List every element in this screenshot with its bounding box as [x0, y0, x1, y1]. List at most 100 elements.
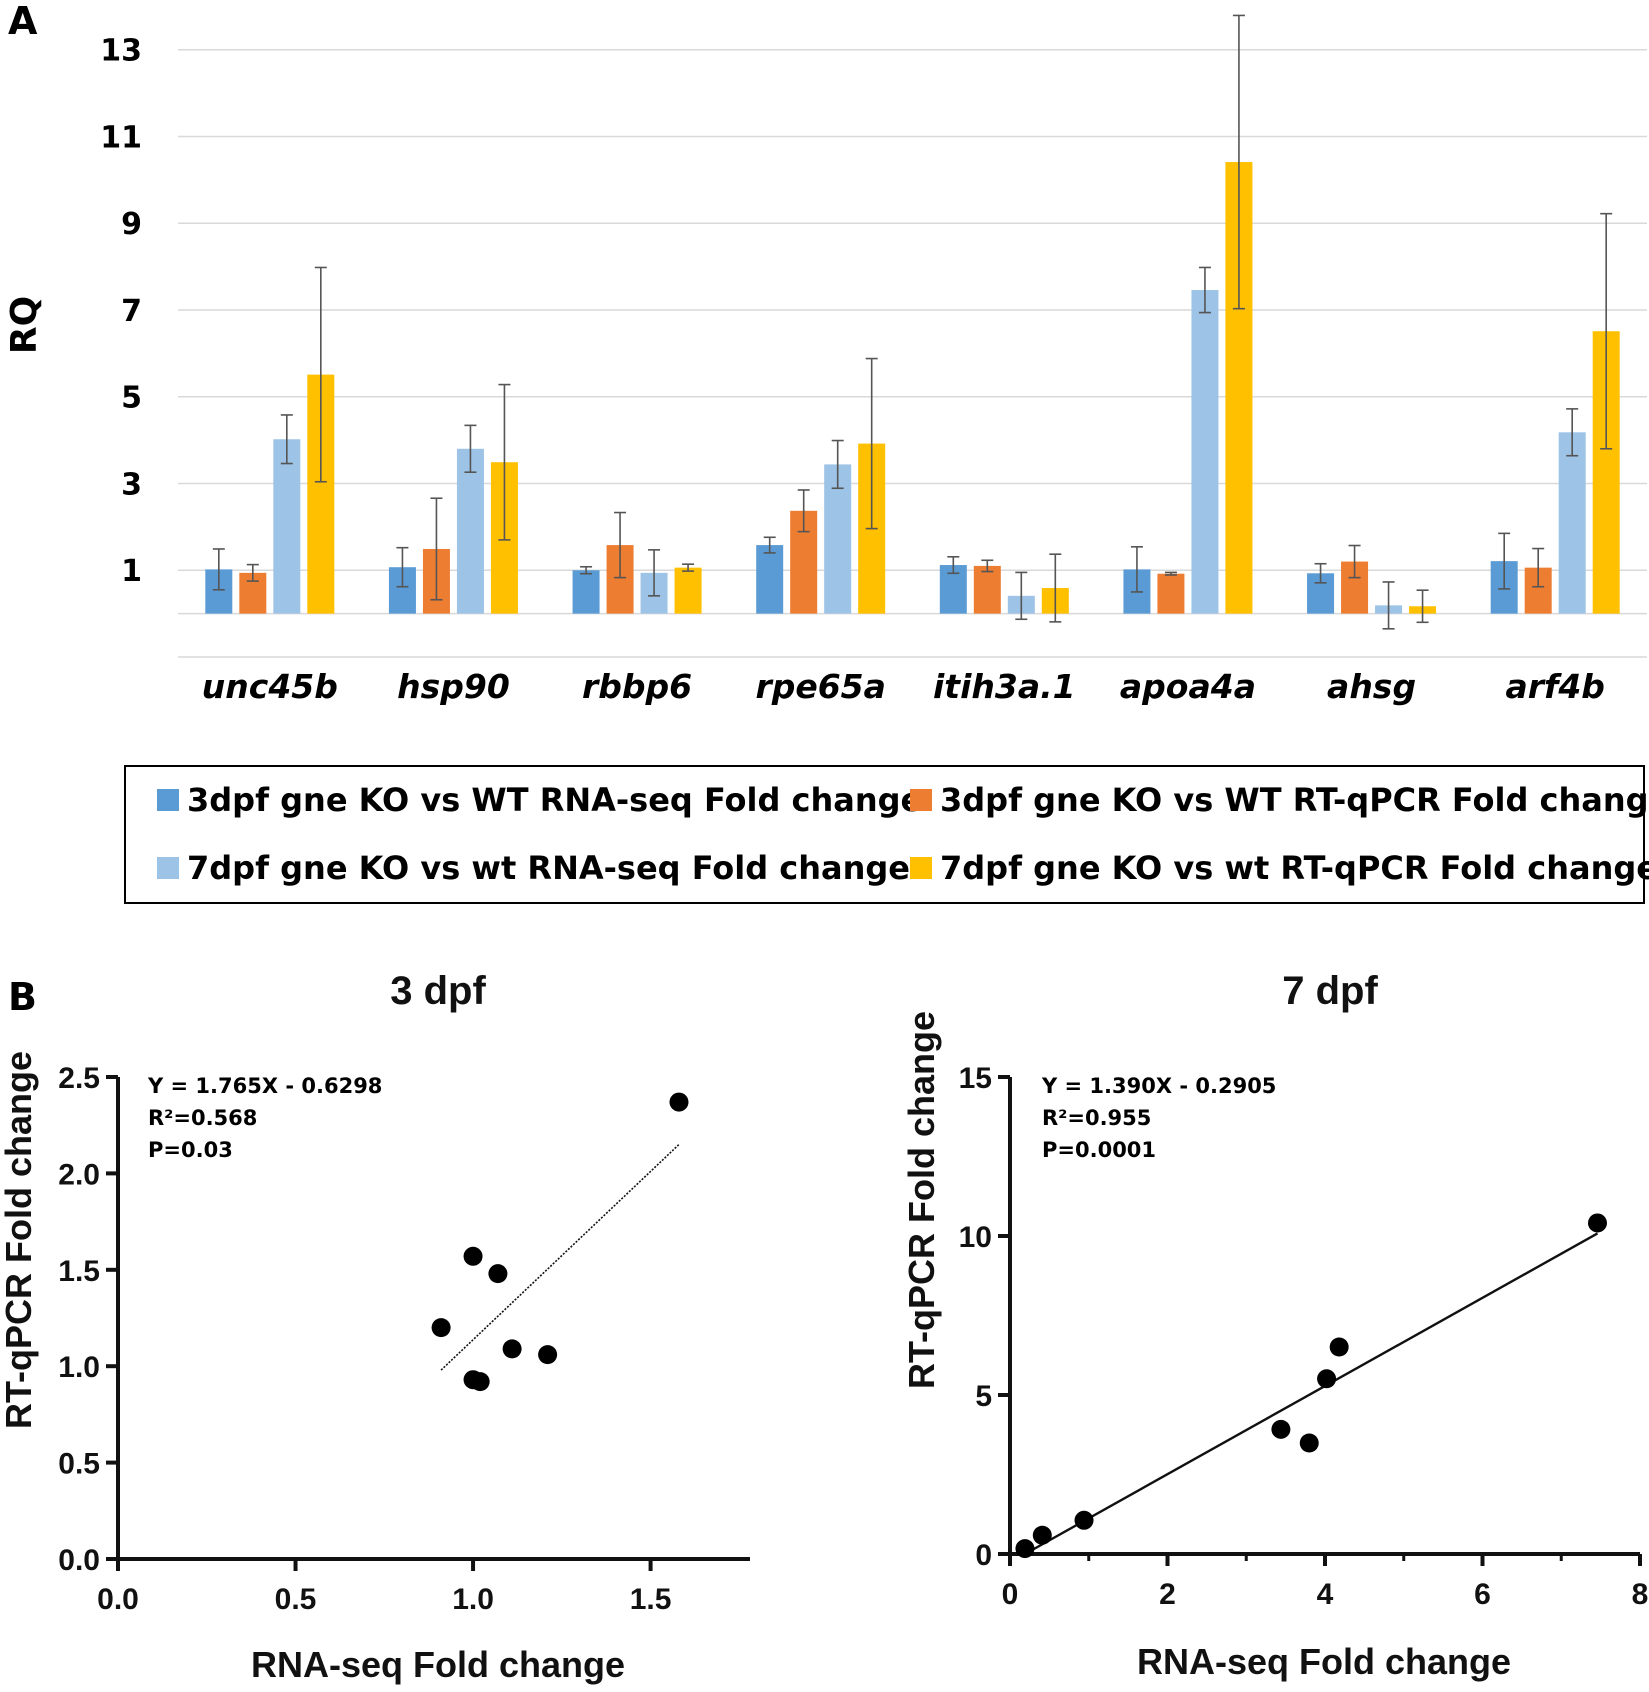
bar-chart-gridlines	[178, 48, 1647, 658]
scatter-3dpf-title: 3 dpf	[390, 969, 486, 1013]
error-bar-arf4b-3	[1566, 408, 1579, 457]
scatter-3dpf-xlabel: RNA-seq Fold change	[251, 1644, 625, 1685]
scatter-3dpf-axes: 0.0 0.5 1.0 1.5 0.0 0.5 1.0 1.5 2.0 2.5	[58, 1062, 750, 1616]
bar-rbbp6-1	[572, 570, 600, 614]
data-point	[1317, 1369, 1337, 1389]
ytick-label: 11	[100, 120, 142, 155]
error-bar-ahsg-3	[1382, 581, 1395, 630]
xtick-label-unc45b: unc45b	[202, 667, 338, 706]
data-point	[1299, 1433, 1319, 1453]
xtick-label-arf4b: arf4b	[1505, 667, 1604, 706]
data-point	[470, 1372, 490, 1392]
error-bar-arf4b-1	[1498, 532, 1511, 590]
scatter-7dpf-equation: Y = 1.390X - 0.2905	[1041, 1074, 1276, 1098]
data-point	[463, 1246, 483, 1266]
y-tick-label: 2.0	[58, 1158, 100, 1191]
error-bar-unc45b-4	[314, 266, 327, 483]
ytick-label: 3	[121, 467, 142, 502]
y-tick-label: 0.5	[58, 1448, 100, 1481]
x-tick-label: 4	[1317, 1578, 1334, 1611]
bar-hsp90-3	[456, 448, 484, 614]
bar-apoa4a-3	[1191, 290, 1219, 614]
error-bar-hsp90-4	[498, 383, 511, 541]
ytick-label: 1	[121, 554, 142, 589]
error-bar-rpe65a-2	[797, 489, 810, 533]
scatter-3dpf-ylabel: RT-qPCR Fold change	[0, 1051, 39, 1429]
error-bar-ahsg-1	[1314, 562, 1327, 584]
error-bar-rpe65a-3	[831, 439, 844, 490]
regression-line	[1024, 1232, 1599, 1556]
error-bar-rpe65a-1	[763, 536, 776, 554]
legend-swatch	[910, 857, 932, 879]
bar-rpe65a-1	[756, 545, 784, 614]
data-point	[1271, 1419, 1291, 1439]
legend-item-1: 3dpf gne KO vs WT RNA-seq Fold change	[157, 781, 922, 819]
data-point	[488, 1264, 508, 1284]
scatter-7dpf-axes: 0 2 4 6 8 0 5 10 15	[959, 1062, 1649, 1611]
scatter-3dpf-r2: R²=0.568	[148, 1106, 257, 1130]
data-point	[431, 1318, 451, 1338]
error-bar-apoa4a-4	[1232, 14, 1245, 310]
ytick-label: 5	[121, 381, 142, 416]
legend-swatch	[910, 789, 932, 811]
legend-label: 3dpf gne KO vs WT RNA-seq Fold change	[187, 781, 922, 819]
error-bar-hsp90-1	[396, 546, 409, 588]
bar-arf4b-3	[1558, 432, 1586, 614]
y-tick-label: 2.5	[58, 1062, 100, 1095]
error-bar-unc45b-2	[246, 563, 259, 582]
error-bar-itih3a.1-1	[947, 555, 960, 575]
panel-a-label: A	[8, 0, 38, 43]
error-bar-ahsg-4	[1416, 589, 1429, 624]
error-bar-rpe65a-4	[865, 357, 878, 530]
data-point	[502, 1339, 522, 1359]
bar-apoa4a-2	[1157, 573, 1185, 614]
x-tick-label: 1.0	[452, 1583, 494, 1616]
xtick-label-rpe65a: rpe65a	[755, 667, 885, 706]
scatter-7dpf-xlabel: RNA-seq Fold change	[1137, 1641, 1511, 1682]
bar-chart-error-bars	[212, 14, 1613, 630]
data-point	[1587, 1213, 1607, 1233]
error-bar-hsp90-3	[464, 424, 477, 474]
scatter-3dpf-equation: Y = 1.765X - 0.6298	[147, 1074, 382, 1098]
xtick-label-itih3a.1: itih3a.1	[933, 667, 1076, 706]
bar-rbbp6-4	[674, 567, 702, 614]
error-bar-rbbp6-3	[648, 549, 661, 597]
y-tick-label: 10	[959, 1221, 992, 1254]
data-point	[1032, 1525, 1052, 1545]
bar-chart-xtick-labels: unc45b hsp90 rbbp6 rpe65a itih3a.1 apoa4a ahsg…	[202, 667, 1605, 706]
error-bar-apoa4a-1	[1130, 546, 1143, 593]
data-point	[1015, 1539, 1035, 1559]
bar-chart-ylabel: RQ	[4, 296, 45, 354]
y-tick-label: 1.5	[58, 1255, 100, 1288]
bar-itih3a.1-2	[973, 565, 1001, 614]
y-tick-label: 5	[975, 1380, 992, 1413]
y-tick-label: 0.0	[58, 1544, 100, 1577]
scatter-3dpf-p: P=0.03	[148, 1138, 233, 1162]
scatter-7dpf: 7 dpf RT-qPCR Fold change RNA-seq Fold c…	[901, 969, 1648, 1682]
error-bar-ahsg-2	[1348, 544, 1361, 579]
legend-item-2: 3dpf gne KO vs WT RT-qPCR Fold change	[910, 781, 1649, 819]
legend-label: 7dpf gne KO vs wt RT-qPCR Fold change	[940, 849, 1649, 887]
error-bar-arf4b-2	[1532, 547, 1545, 588]
error-bar-rbbp6-1	[580, 565, 593, 575]
data-point	[538, 1345, 558, 1365]
ytick-label: 13	[100, 34, 142, 69]
xtick-label-hsp90: hsp90	[397, 667, 510, 706]
bar-chart-bars	[205, 162, 1620, 614]
regression-line	[440, 1143, 680, 1371]
error-bar-rbbp6-4	[682, 563, 695, 572]
error-bar-apoa4a-3	[1198, 266, 1211, 314]
data-point	[1329, 1337, 1349, 1357]
y-tick-label: 0	[975, 1539, 992, 1572]
x-tick-label: 0	[1002, 1578, 1019, 1611]
legend-swatch	[157, 789, 179, 811]
y-tick-label: 15	[959, 1062, 992, 1095]
x-tick-label: 2	[1159, 1578, 1176, 1611]
y-tick-label: 1.0	[58, 1351, 100, 1384]
ytick-label: 7	[121, 294, 142, 329]
bar-rpe65a-3	[824, 464, 852, 614]
x-tick-label: 1.5	[630, 1583, 672, 1616]
error-bar-hsp90-2	[430, 497, 443, 601]
